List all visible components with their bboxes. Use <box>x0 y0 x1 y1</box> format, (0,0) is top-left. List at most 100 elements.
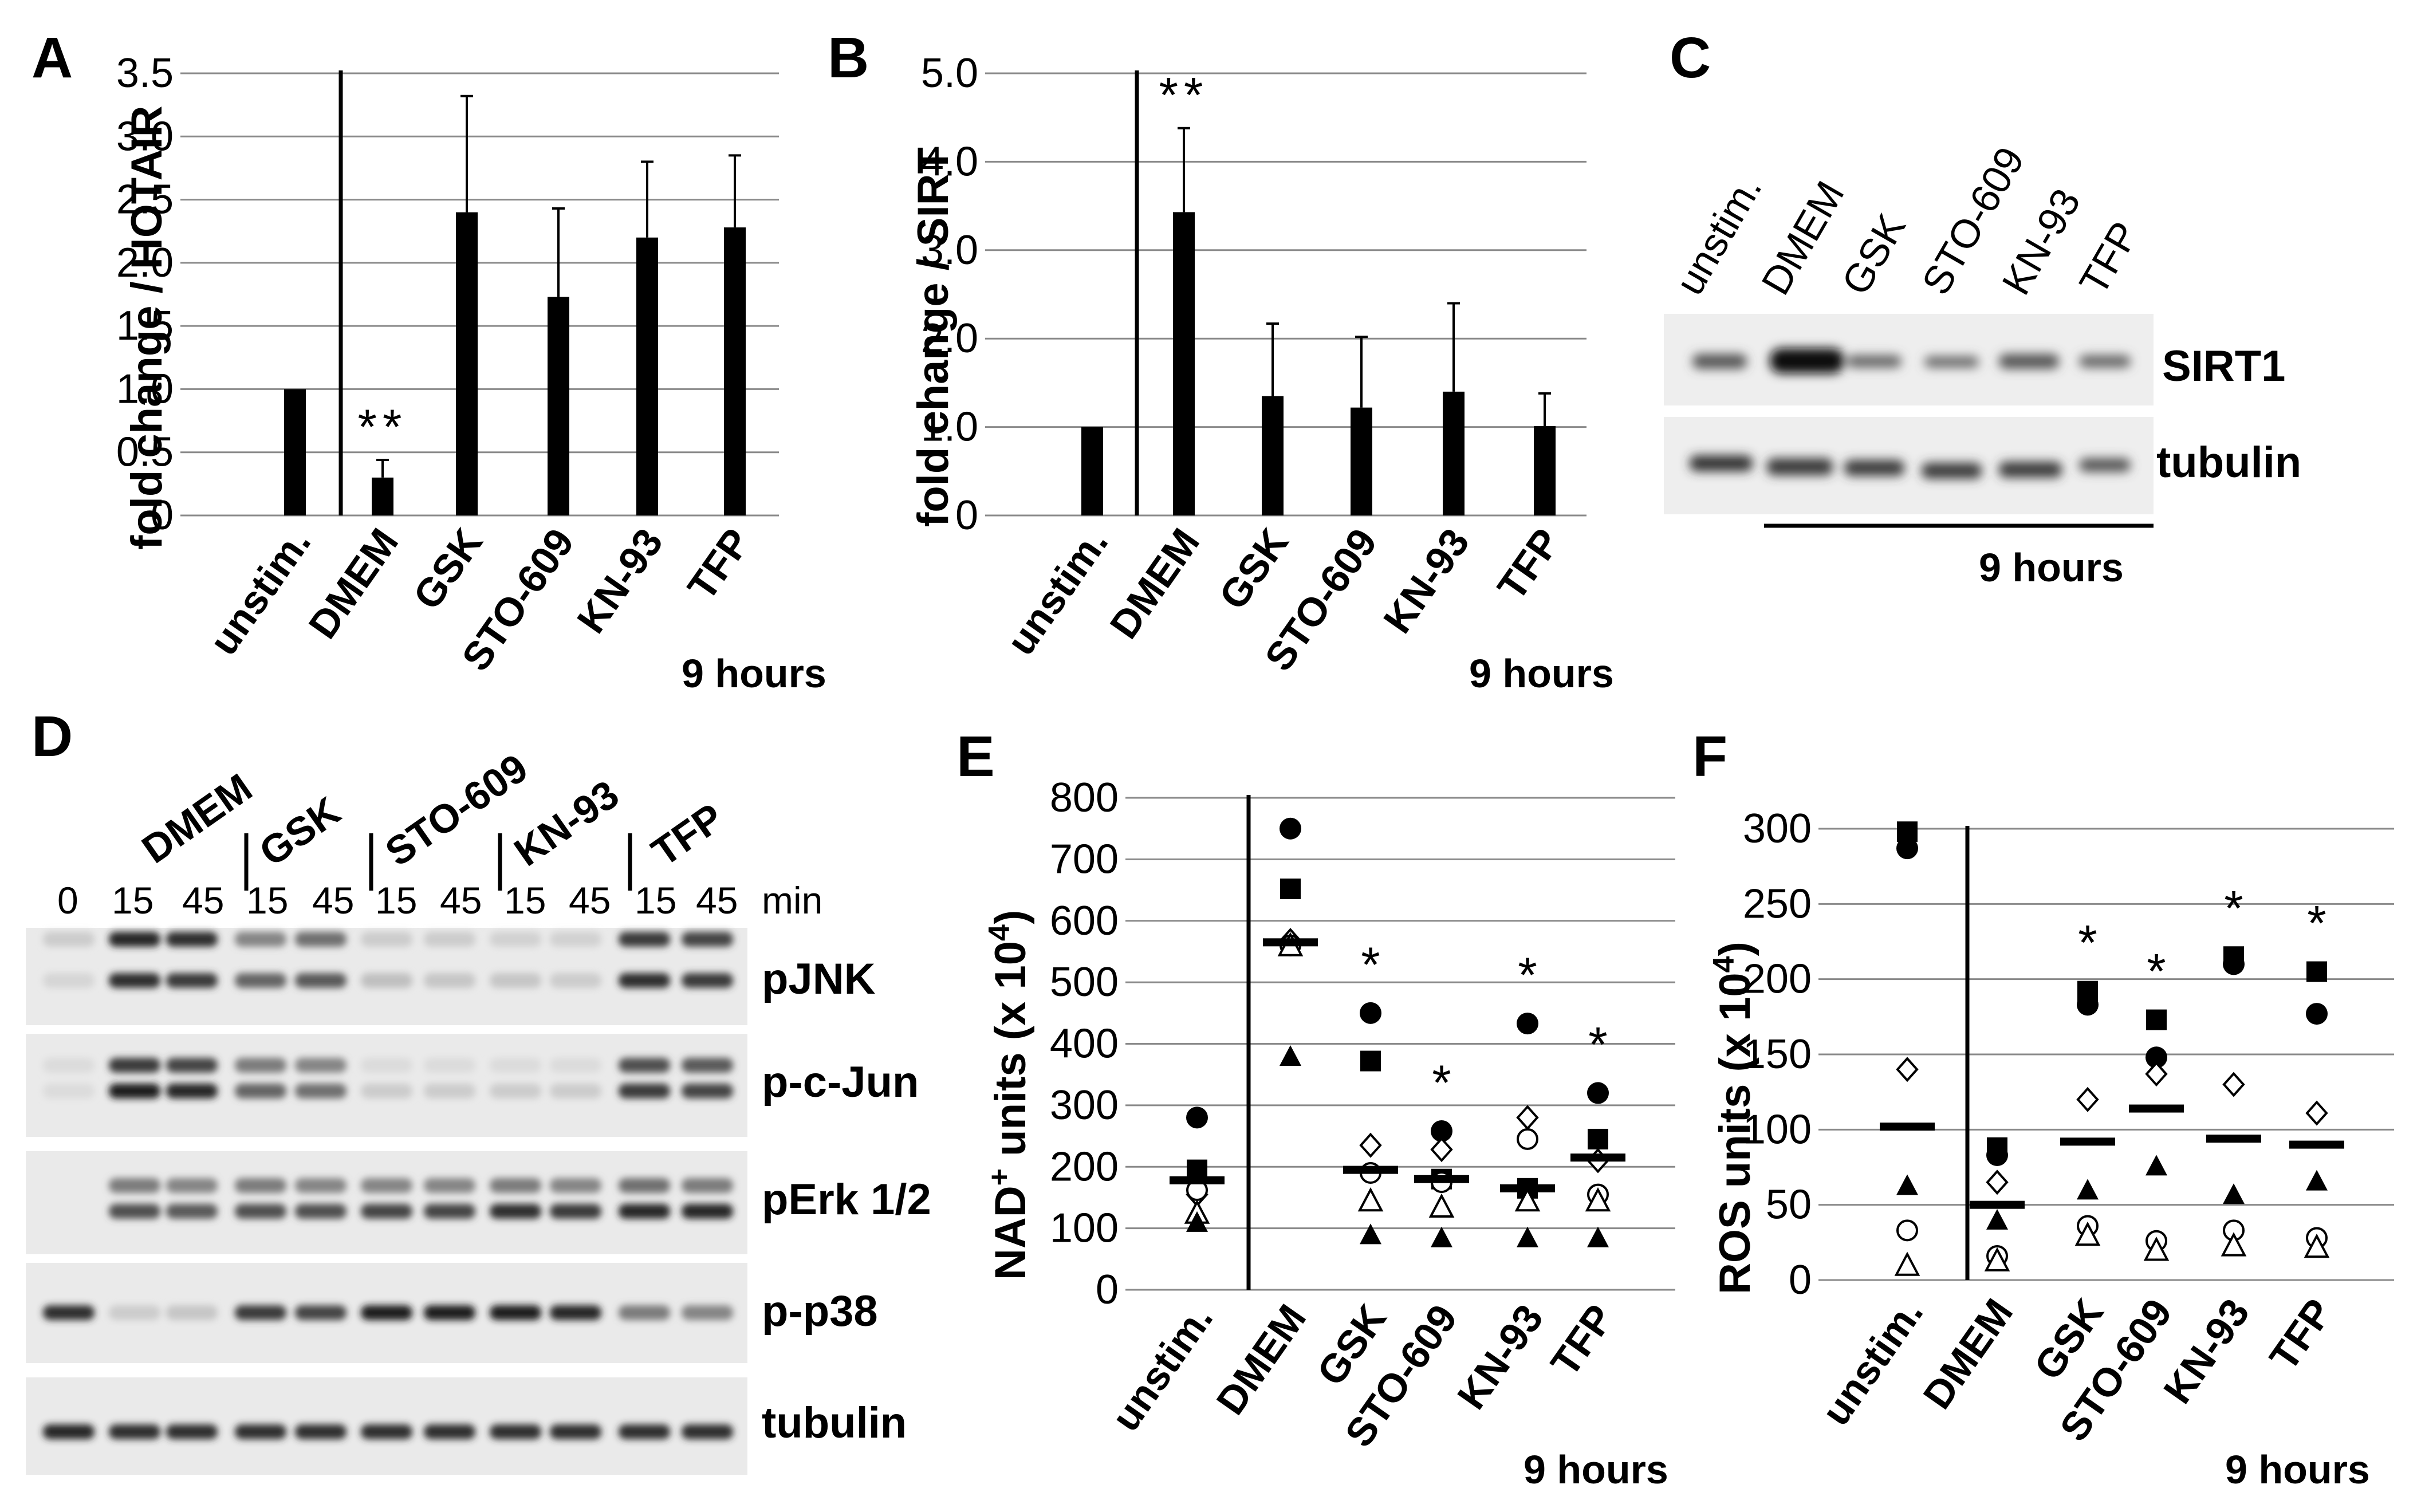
panel-e-filled-circle-point <box>1280 817 1301 840</box>
panel-b-bar <box>1534 426 1556 515</box>
panel-b-chart: 01.02.03.04.05.0 **unstim.DMEM GSKSTO-609K… <box>921 50 1587 679</box>
panel-a-bar <box>284 389 306 515</box>
panel-d-group-label: TFP <box>644 795 731 875</box>
panel-a-category-label: KN-93 <box>568 521 671 641</box>
blot-band <box>43 1058 95 1073</box>
blot-band <box>295 1424 347 1439</box>
blot-band <box>1999 462 2062 478</box>
panel-e-tick-label: 300 <box>1050 1082 1119 1128</box>
panel-b-bar <box>1262 396 1284 515</box>
panel-a-tick-label: 2.0 <box>116 240 174 286</box>
panel-e-significance-label: * <box>1432 1056 1451 1111</box>
panel-e-filled-circle-point <box>1186 1107 1208 1129</box>
blot-band <box>235 1424 286 1439</box>
blot-band <box>166 973 218 988</box>
panel-f-category-label: TFP <box>2261 1291 2341 1379</box>
panel-f-filled-square-point <box>2077 981 2098 1002</box>
blot-band <box>550 932 601 947</box>
blot-band <box>490 932 541 947</box>
panel-b-ylabel: fold change / SIRT <box>909 147 958 527</box>
panel-f-filled-square-point <box>1897 821 1918 842</box>
panel-f-open-diamond-point <box>1986 1170 2009 1195</box>
blot-band <box>235 1058 286 1073</box>
timepoint-label: 0 <box>57 879 78 922</box>
panel-label-c: C <box>1670 26 1711 90</box>
panel-f-tick-label: 50 <box>1766 1182 1812 1228</box>
panel-d-group-label: DMEM <box>134 765 260 872</box>
panel-f-open-circle-point <box>1896 1219 1918 1242</box>
panel-label-b: B <box>828 26 869 90</box>
blot-band <box>43 973 95 988</box>
panel-a-bar <box>456 212 478 516</box>
blot-band <box>682 1305 733 1320</box>
panel-f-mean-bar <box>2289 1140 2344 1149</box>
blot-band <box>295 1305 347 1320</box>
blot-band <box>619 1178 670 1193</box>
panel-b-bar <box>1351 407 1372 515</box>
blot-band <box>43 1424 95 1439</box>
panel-b-time-label: 9 hours <box>1469 651 1614 696</box>
band-label-pjnk: pJNK <box>762 955 876 1003</box>
timepoint-label: 15 <box>375 879 417 922</box>
panel-f-open-diamond-point <box>2222 1072 2245 1097</box>
panel-e-tick-label: 600 <box>1050 898 1119 944</box>
panel-f-mean-bar <box>1970 1200 2025 1209</box>
panel-f-tick-label: 100 <box>1743 1107 1812 1152</box>
blot-band <box>424 1084 475 1098</box>
panel-d-group-label: STO-609 <box>377 745 536 875</box>
panel-f-filled-triangle-point <box>1896 1174 1918 1195</box>
panel-a-bar <box>372 477 393 515</box>
panel-e-filled-circle-point <box>1431 1120 1452 1142</box>
panel-f-time-label: 9 hours <box>2225 1447 2370 1492</box>
panel-c-lane-label: unstim. <box>1667 168 1770 302</box>
panel-f-mean-bar <box>2129 1104 2184 1113</box>
blot-band <box>109 932 160 947</box>
blot-band <box>490 973 541 988</box>
timepoint-label: 45 <box>696 879 738 922</box>
blot-band <box>550 1204 601 1219</box>
blot-band <box>490 1305 541 1320</box>
panel-e-filled-circle-point <box>1360 1002 1381 1024</box>
blot-band <box>109 1058 160 1073</box>
blot-band <box>1767 458 1833 475</box>
panel-e-filled-triangle-point <box>1517 1226 1538 1247</box>
blot-band <box>235 1305 286 1320</box>
blot-band <box>424 1424 475 1439</box>
blot-band <box>2079 458 2131 472</box>
panel-b-tick-label: 2.0 <box>921 316 978 361</box>
panel-f-open-triangle-point <box>1894 1251 1920 1276</box>
panel-f-tick-label: 250 <box>1743 881 1812 927</box>
panel-f-filled-square-point <box>2146 1009 2167 1030</box>
blot-band <box>361 932 412 947</box>
blot-band <box>235 1178 286 1193</box>
band-label-tubulin: tubulin <box>2156 438 2301 487</box>
panel-e-mean-bar <box>1414 1175 1469 1183</box>
blot-band <box>619 932 670 947</box>
panel-e-filled-triangle-point <box>1280 1045 1301 1066</box>
blot-band <box>295 932 347 947</box>
panel-e-filled-triangle-point <box>1186 1211 1208 1232</box>
panel-f-tick-label: 300 <box>1743 806 1812 852</box>
panel-d-blot: DMEM GSK STO-609 KN-93 TFP 0 15 45 15 45… <box>26 745 931 1475</box>
panel-e-category-label: DMEM <box>1208 1297 1315 1423</box>
panel-e-significance-label: * <box>1518 948 1537 1003</box>
panel-e-filled-square-point <box>1360 1050 1381 1072</box>
panel-f-filled-circle-point <box>2306 1003 2328 1025</box>
band-label-p-p38: p-p38 <box>762 1287 878 1336</box>
panel-a-category-label: GSK <box>404 521 491 617</box>
blot-band <box>682 1178 733 1193</box>
panel-e-tick-label: 100 <box>1050 1206 1119 1251</box>
blot-band <box>490 1204 541 1219</box>
panel-b-bar <box>1173 212 1195 516</box>
panel-f-ylabel: ROS units (x 104) <box>1707 942 1759 1294</box>
panel-e-filled-circle-point <box>1587 1082 1609 1104</box>
blot-band <box>109 1204 160 1219</box>
blot-band <box>295 1084 347 1098</box>
blot-band <box>166 1204 218 1219</box>
panel-a-bar <box>636 237 658 515</box>
panel-e-open-triangle-point <box>1514 1187 1541 1212</box>
panel-e-tick-label: 500 <box>1050 959 1119 1005</box>
timepoint-label: 15 <box>246 879 288 922</box>
panel-e-open-diamond-point <box>1430 1137 1453 1163</box>
